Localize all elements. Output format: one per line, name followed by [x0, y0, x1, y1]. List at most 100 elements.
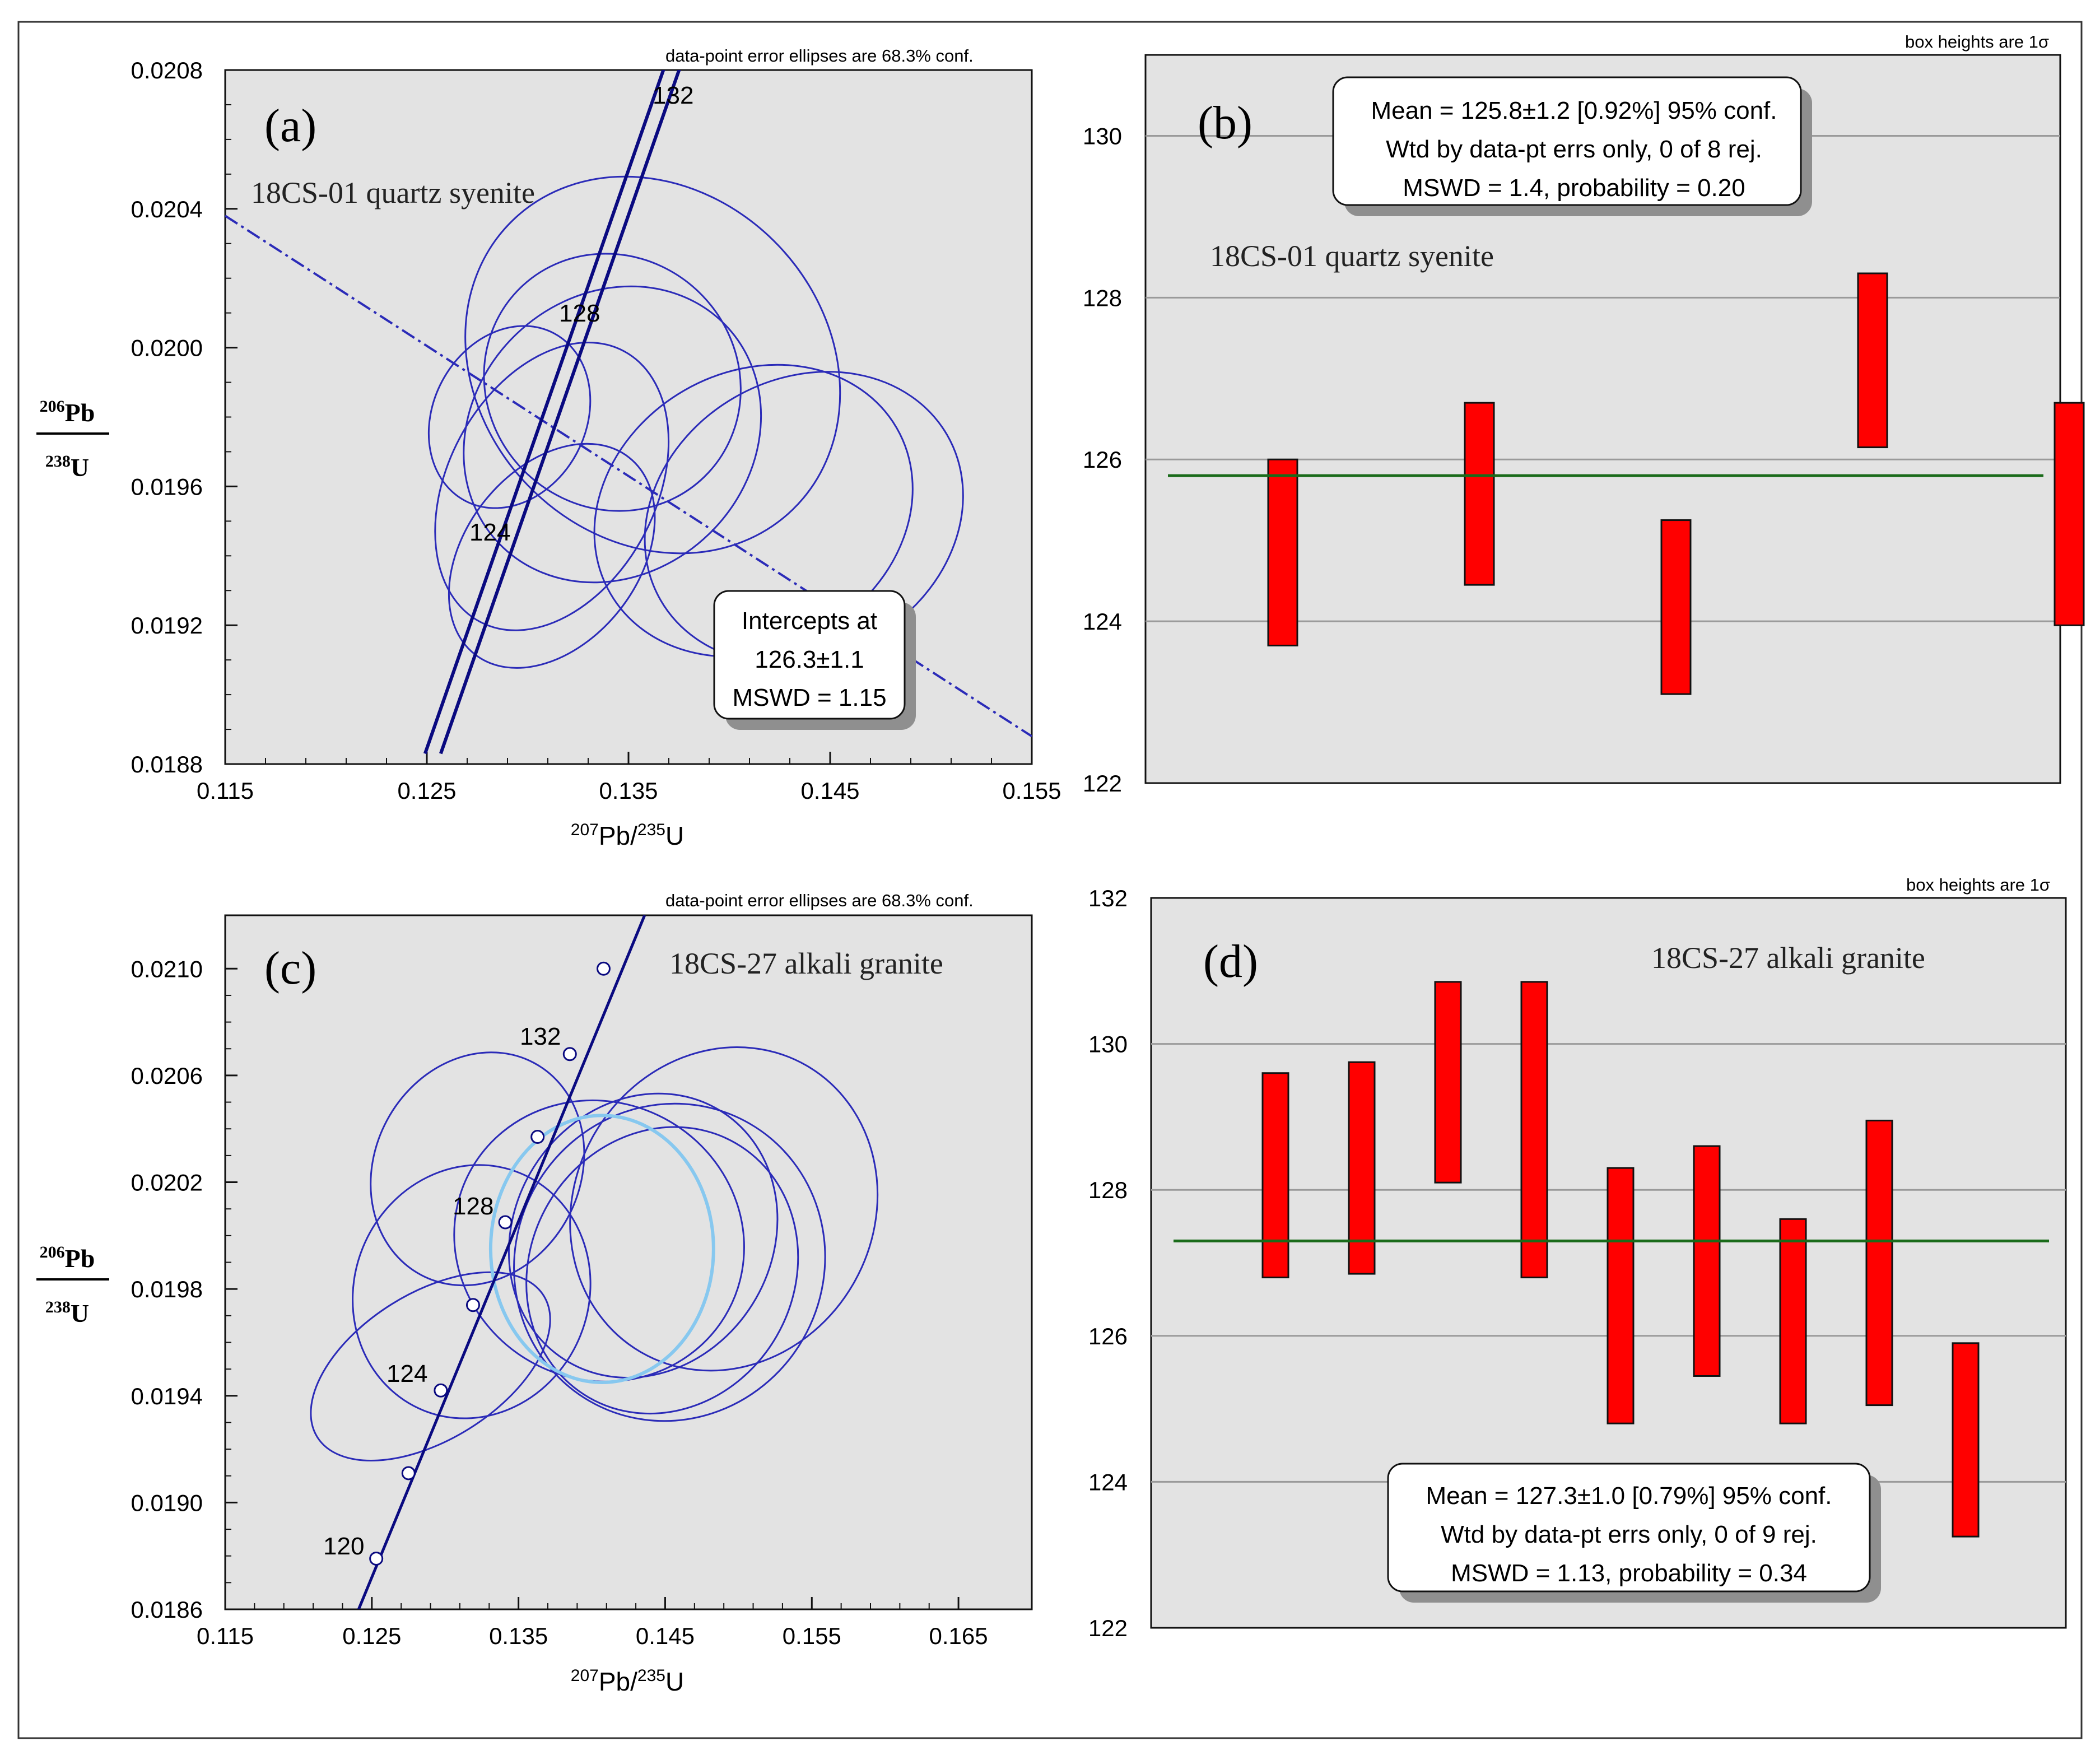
panel-d-boxes [1261, 981, 1980, 1538]
d-age-box [1261, 1072, 1289, 1279]
d-age-box [1693, 1145, 1721, 1377]
c-concordia-node [562, 1047, 577, 1061]
panel-d-mean-box: Mean = 127.3±1.0 [0.79%] 95% conf. [1387, 1463, 1881, 1603]
panel-c-age-128: 128 [453, 1193, 493, 1220]
panel-d-mean-line1: Mean = 127.3±1.0 [0.79%] 95% conf. [1426, 1482, 1832, 1510]
d-y-tick-label: 132 [1088, 885, 1128, 911]
b-age-box [1464, 402, 1495, 586]
panel-b-label: (b) [1198, 97, 1252, 149]
c-x-tick-label: 0.145 [636, 1623, 695, 1649]
panel-a-sample-label: 18CS-01 quartz syenite [251, 176, 535, 209]
panel-b-mean-line1: Mean = 125.8±1.2 [0.92%] 95% conf. [1371, 97, 1777, 124]
b-age-box [1660, 519, 1692, 695]
d-y-tick-label: 128 [1088, 1177, 1128, 1203]
panel-c-x-axis-title: 207Pb/235U [571, 1666, 684, 1696]
panel-a-age-128: 128 [559, 300, 600, 327]
b-y-tick-label: 128 [1083, 285, 1122, 311]
svg-text:206Pb: 206Pb [40, 397, 95, 427]
b-y-tick-label: 122 [1083, 770, 1122, 797]
d-y-tick-label: 124 [1088, 1469, 1128, 1495]
panel-c-header-note: data-point error ellipses are 68.3% conf… [665, 891, 974, 910]
a-y-tick-label: 0.0192 [131, 612, 203, 639]
a-x-tick-label: 0.125 [397, 777, 456, 804]
panel-b-mean-line2: Wtd by data-pt errs only, 0 of 8 rej. [1386, 136, 1762, 163]
a-concordia-lower [439, 70, 681, 755]
panel-b: box heights are 1σ 122 124 126 128 130 (b) 1… [1083, 32, 2085, 797]
c-error-ellipse [569, 1046, 879, 1372]
panel-b-boxes [1267, 272, 2085, 695]
d-age-box [1520, 981, 1548, 1279]
panel-a-x-axis-title: 207Pb/235U [571, 821, 684, 850]
a-y-tick-label: 0.0196 [131, 473, 203, 500]
c-x-tick-label: 0.135 [489, 1623, 548, 1649]
d-age-box [1607, 1167, 1635, 1424]
d-age-box [1348, 1061, 1376, 1275]
a-error-ellipse [464, 175, 841, 555]
b-y-tick-label: 126 [1083, 446, 1122, 473]
a-y-tick-label: 0.0208 [131, 57, 203, 83]
panel-b-mean-box: Mean = 125.8±1.2 [0.92%] 95% conf. [1332, 76, 1812, 216]
c-error-ellipse [453, 1099, 745, 1382]
c-y-tick-label: 0.0198 [131, 1276, 203, 1302]
svg-text:238U: 238U [45, 452, 89, 482]
panel-d-mean-line3: MSWD = 1.13, probability = 0.34 [1451, 1559, 1807, 1587]
d-y-tick-label: 130 [1088, 1031, 1128, 1058]
panel-c-age-124: 124 [387, 1360, 427, 1387]
a-x-tick-label: 0.115 [197, 777, 254, 804]
a-x-tick-label: 0.155 [1002, 777, 1061, 804]
c-y-tick-label: 0.0206 [131, 1063, 203, 1089]
a-error-ellipse [427, 325, 592, 509]
panel-c-axes: 0.115 0.125 0.135 0.145 0.155 0.165 0.0186 0.01… [131, 956, 988, 1649]
panel-c: data-point error ellipses are 68.3% conf… [36, 891, 1033, 1696]
panel-c-concordia-nodes [369, 961, 611, 1566]
b-y-tick-label: 130 [1083, 123, 1122, 149]
panel-a-intercept-line2: 126.3±1.1 [755, 646, 864, 673]
b-age-box [1857, 272, 1888, 449]
c-x-tick-label: 0.155 [783, 1623, 841, 1649]
svg-text:206Pb: 206Pb [40, 1243, 95, 1273]
panel-a: data-point error ellipses are 68.3% conf… [36, 46, 1061, 850]
panel-a-age-124: 124 [469, 519, 510, 546]
c-concordia-node [434, 1383, 448, 1398]
panel-a-age-132: 132 [653, 82, 693, 109]
c-error-ellipse [370, 1051, 585, 1287]
a-concordia-upper [423, 70, 665, 755]
panel-a-header-note: data-point error ellipses are 68.3% conf… [665, 46, 974, 66]
panel-d: box heights are 1σ 122 124 126 128 130 132 (d… [1088, 875, 2067, 1641]
c-concordia-node [401, 1466, 416, 1480]
c-error-ellipse [352, 1164, 592, 1419]
c-concordia-node [596, 961, 611, 976]
d-y-tick-label: 126 [1088, 1323, 1128, 1349]
panel-c-concordia-line [357, 915, 646, 1609]
panel-a-label: (a) [264, 100, 316, 152]
panel-c-label: (c) [264, 942, 316, 994]
c-error-ellipse [310, 1271, 551, 1461]
c-concordia-node [530, 1130, 545, 1144]
c-x-tick-label: 0.165 [929, 1623, 988, 1649]
a-error-ellipse [483, 253, 742, 512]
c-x-tick-label: 0.115 [197, 1623, 254, 1649]
panel-b-mean-line3: MSWD = 1.4, probability = 0.20 [1403, 174, 1745, 202]
c-highlight-ellipse [488, 1114, 715, 1384]
a-y-tick-label: 0.0188 [131, 751, 203, 777]
panel-a-intercept-box: Intercepts at [713, 590, 916, 730]
d-age-box [1434, 981, 1462, 1184]
panel-b-sample-label: 18CS-01 quartz syenite [1210, 239, 1494, 273]
panel-d-header-note: box heights are 1σ [1906, 875, 2050, 895]
c-concordia-node [498, 1215, 513, 1230]
c-error-ellipse [525, 1126, 799, 1415]
a-x-tick-label: 0.135 [599, 777, 658, 804]
panel-c-sample-label: 18CS-27 alkali granite [669, 947, 943, 980]
c-concordia-node [369, 1551, 384, 1566]
panel-c-y-axis-title: 206Pb 238U [36, 1243, 109, 1328]
b-age-box [1267, 458, 1298, 646]
panel-d-sample-label: 18CS-27 alkali granite [1651, 941, 1925, 975]
c-y-tick-label: 0.0210 [131, 956, 203, 982]
d-age-box [1779, 1218, 1807, 1424]
b-age-box [2054, 402, 2085, 626]
panel-d-label: (d) [1203, 935, 1258, 988]
a-error-ellipse [434, 342, 670, 631]
panel-c-ellipses [310, 1046, 879, 1461]
panel-a-concordia-band [423, 70, 681, 755]
